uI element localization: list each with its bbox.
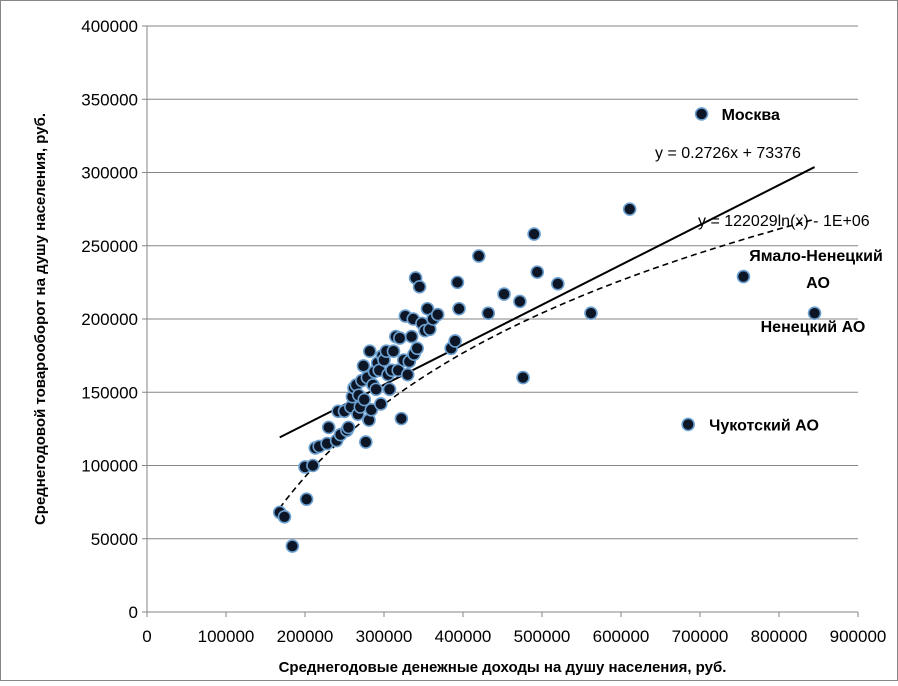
data-point [622, 202, 637, 216]
data-point [356, 359, 371, 373]
axes: 0 50000 100000 150000 200000 250000 300000 3500… [81, 17, 886, 646]
grid-lines [147, 25, 858, 540]
x-tick-label: 0 [142, 627, 151, 646]
data-point [359, 435, 373, 449]
linear-trend-equation: y = 0.2726x + 73376 [655, 145, 801, 162]
data-point [394, 411, 409, 426]
x-tick-label: 300000 [356, 627, 413, 646]
data-point [584, 306, 598, 320]
data-point [530, 265, 545, 279]
y-tick-label: 100000 [81, 457, 138, 476]
data-point [736, 269, 751, 284]
y-tick-label: 350000 [81, 90, 138, 109]
data-point [513, 294, 527, 309]
data-point [516, 370, 530, 385]
data-point [277, 509, 292, 524]
data-point [681, 417, 695, 432]
data-point [357, 392, 372, 407]
y-tick-label: 50000 [91, 530, 138, 549]
data-point [430, 307, 445, 322]
data-point [369, 382, 383, 397]
y-tick-label: 0 [129, 603, 138, 622]
linear-trendline [279, 166, 816, 439]
y-tick-label: 250000 [81, 237, 138, 256]
x-tick-label: 100000 [198, 627, 255, 646]
x-tick-label: 500000 [514, 627, 571, 646]
log-trend-equation: y = 122029ln(x) - 1E+06 [698, 213, 870, 230]
data-point [285, 539, 300, 553]
data-points [272, 107, 822, 553]
data-point [364, 403, 379, 417]
data-point [400, 367, 415, 382]
y-tick-label: 150000 [81, 383, 138, 402]
data-point [306, 458, 320, 473]
annotation-nenets: Ненецкий АО [761, 319, 866, 336]
data-point [694, 107, 709, 121]
labels: Среднегодовые денежные доходы на душу на… [32, 107, 883, 676]
data-point [362, 344, 377, 359]
data-point [550, 277, 565, 291]
data-point [321, 420, 336, 435]
y-tick-label: 400000 [81, 17, 138, 36]
y-tick-label: 200000 [81, 310, 138, 329]
data-point [412, 279, 427, 294]
data-point [450, 275, 465, 290]
data-point [807, 306, 822, 320]
x-tick-label: 800000 [751, 627, 808, 646]
data-point [410, 341, 424, 356]
x-tick-label: 400000 [435, 627, 492, 646]
log-trendline [279, 218, 815, 509]
data-point [452, 301, 466, 316]
data-point [404, 329, 419, 344]
data-point [341, 420, 356, 435]
annotation-yamalo-nenets-ao: АО [806, 275, 830, 292]
data-point [392, 331, 407, 345]
data-point [481, 306, 496, 320]
y-axis-title: Среднегодовой товарооборот на душу насел… [32, 113, 49, 525]
data-point [420, 301, 435, 316]
x-tick-label: 600000 [593, 627, 650, 646]
data-point [497, 287, 511, 301]
data-point [527, 227, 541, 241]
x-tick-label: 900000 [830, 627, 887, 646]
data-point [448, 334, 462, 348]
x-axis-title: Среднегодовые денежные доходы на душу на… [279, 659, 727, 676]
x-tick-label: 700000 [672, 627, 729, 646]
data-point [374, 397, 388, 411]
data-point [382, 382, 397, 397]
data-point [471, 249, 486, 263]
annotation-yamalo-nenets: Ямало-Ненецкий [749, 248, 883, 265]
trendlines [279, 166, 816, 509]
data-point [299, 492, 314, 506]
annotation-moscow: Москва [722, 107, 780, 124]
x-tick-label: 200000 [277, 627, 334, 646]
data-point [386, 344, 401, 359]
annotation-chukotka: Чукотский АО [709, 417, 819, 434]
y-tick-label: 300000 [81, 164, 138, 183]
